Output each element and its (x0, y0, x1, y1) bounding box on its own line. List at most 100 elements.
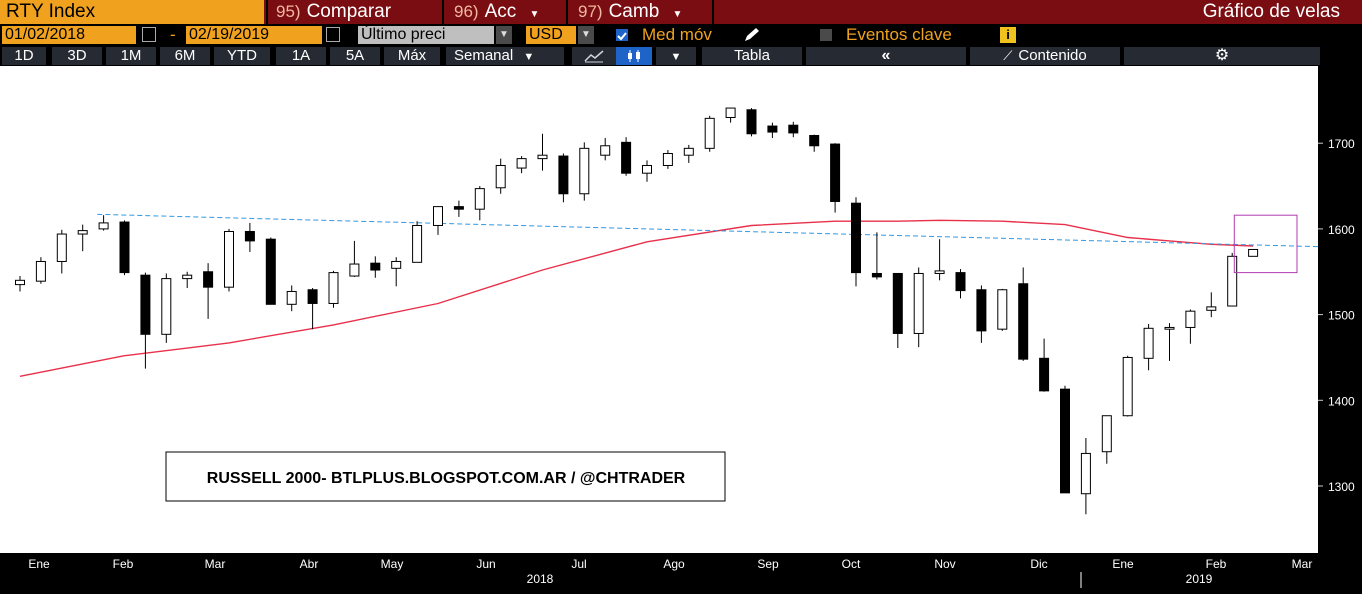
key-events-checkbox[interactable] (820, 29, 832, 41)
candle-body-up (161, 278, 172, 335)
candle-body-up (1080, 452, 1091, 495)
candle-body-up (1164, 326, 1175, 330)
calendar-icon[interactable] (142, 27, 156, 42)
candle-body-up (35, 260, 46, 282)
separator (266, 0, 268, 24)
candle (516, 156, 527, 174)
candle-body-down (976, 289, 987, 332)
candle (892, 272, 903, 349)
date-separator: - (170, 25, 176, 44)
candle-body-up (391, 260, 402, 269)
line-chart-button[interactable] (572, 47, 616, 65)
candle-body-down (119, 221, 130, 274)
start-date-field[interactable]: 01/02/2018 (2, 26, 136, 44)
x-month-label: Mar (1292, 557, 1313, 571)
candle-body-down (621, 141, 632, 174)
candle (328, 270, 339, 308)
info-icon[interactable]: i (1000, 27, 1016, 43)
candle-body-down (871, 272, 882, 278)
candle (203, 263, 214, 319)
period-3d-button[interactable]: 3D (52, 47, 102, 65)
candle-body-down (453, 206, 464, 210)
candle-body-up (433, 206, 443, 226)
chevron-double-left-icon: « (881, 47, 891, 64)
candle-body-up (1185, 310, 1196, 328)
candle-body-up (997, 289, 1008, 330)
moving-average-checkbox[interactable] (616, 29, 628, 41)
x-month-label: Oct (842, 557, 861, 571)
x-year-label: 2018 (527, 572, 554, 586)
candle (809, 134, 820, 152)
actions-label: Acc (484, 1, 517, 22)
candle-body-down (955, 272, 966, 292)
candle (224, 228, 234, 292)
candle (1248, 248, 1259, 257)
change-button[interactable]: 97) Camb ▼ (578, 0, 682, 24)
candle-body-down (244, 230, 255, 242)
key-events-label: Eventos clave (846, 25, 952, 44)
pencil-icon[interactable] (742, 27, 762, 43)
period-ytd-button[interactable]: YTD (214, 47, 270, 65)
candles-layer (15, 107, 1259, 515)
content-button[interactable]: ⟋ Contenido (970, 47, 1120, 65)
chevron-down-icon[interactable]: ▼ (578, 26, 594, 44)
candle (244, 222, 255, 253)
x-month-label: Ene (28, 557, 50, 571)
price-field-select[interactable]: Último preci (358, 26, 494, 44)
candle (474, 186, 485, 221)
candle-body-up (182, 274, 193, 280)
annotation-frame (165, 451, 726, 502)
period-max-button[interactable]: Máx (384, 47, 440, 65)
compare-button[interactable]: 95) Comparar (276, 0, 391, 24)
x-month-label: Jun (476, 557, 495, 571)
period-5a-button[interactable]: 5A (330, 47, 380, 65)
candlestick-button[interactable] (616, 47, 652, 65)
calendar-icon[interactable] (326, 27, 340, 42)
candle (182, 271, 193, 289)
candle (830, 143, 841, 213)
end-date-field[interactable]: 02/19/2019 (186, 26, 322, 44)
currency-select[interactable]: USD (526, 26, 576, 44)
period-1m-button[interactable]: 1M (106, 47, 156, 65)
chart-style-dropdown[interactable]: ▼ (656, 47, 696, 65)
candle (725, 107, 736, 123)
y-tick-label: 1700 (1328, 137, 1355, 151)
candle (1018, 267, 1029, 361)
collapse-button[interactable]: « (806, 47, 966, 65)
candle-body-down (265, 238, 276, 305)
candle-body-up (1248, 248, 1259, 257)
candle (934, 239, 945, 281)
gear-icon: ⚙ (1214, 47, 1230, 64)
x-year-label: 2019 (1186, 572, 1213, 586)
highlight-layer (1233, 214, 1298, 274)
table-button[interactable]: Tabla (702, 47, 802, 65)
chevron-down-icon[interactable]: ▼ (496, 26, 512, 44)
period-1a-button[interactable]: 1A (276, 47, 326, 65)
x-month-label: Ene (1112, 557, 1134, 571)
annotation-text: RUSSELL 2000- BTLPLUS.BLOGSPOT.COM.AR / … (207, 470, 686, 487)
frequency-select[interactable]: Semanal ▼ (446, 47, 564, 65)
candle-body-down (809, 134, 820, 147)
period-6m-button[interactable]: 6M (160, 47, 210, 65)
y-tick-label: 1600 (1328, 223, 1355, 237)
content-icon: ⟋ (1003, 48, 1013, 63)
candle-body-down (307, 289, 318, 304)
candle-body-up (349, 263, 360, 277)
settings-button[interactable]: ⚙ (1124, 47, 1320, 65)
ticker-field[interactable]: RTY Index (0, 0, 264, 24)
candle (56, 229, 67, 274)
x-month-label: Mar (205, 557, 226, 571)
candle-body-up (412, 224, 423, 263)
y-axis: 1300 1400 1500 1600 1700 (1318, 137, 1355, 494)
candle (15, 276, 25, 292)
candle-body-down (851, 202, 861, 274)
candle (955, 269, 966, 299)
period-1d-button[interactable]: 1D (2, 47, 46, 65)
candle (265, 237, 276, 305)
actions-button[interactable]: 96) Acc ▼ (454, 0, 539, 24)
candle (1185, 309, 1196, 344)
x-month-label: Feb (1206, 557, 1227, 571)
candle-body-up (913, 272, 924, 334)
candle-body-down (892, 272, 903, 334)
candle-body-up (662, 152, 673, 166)
